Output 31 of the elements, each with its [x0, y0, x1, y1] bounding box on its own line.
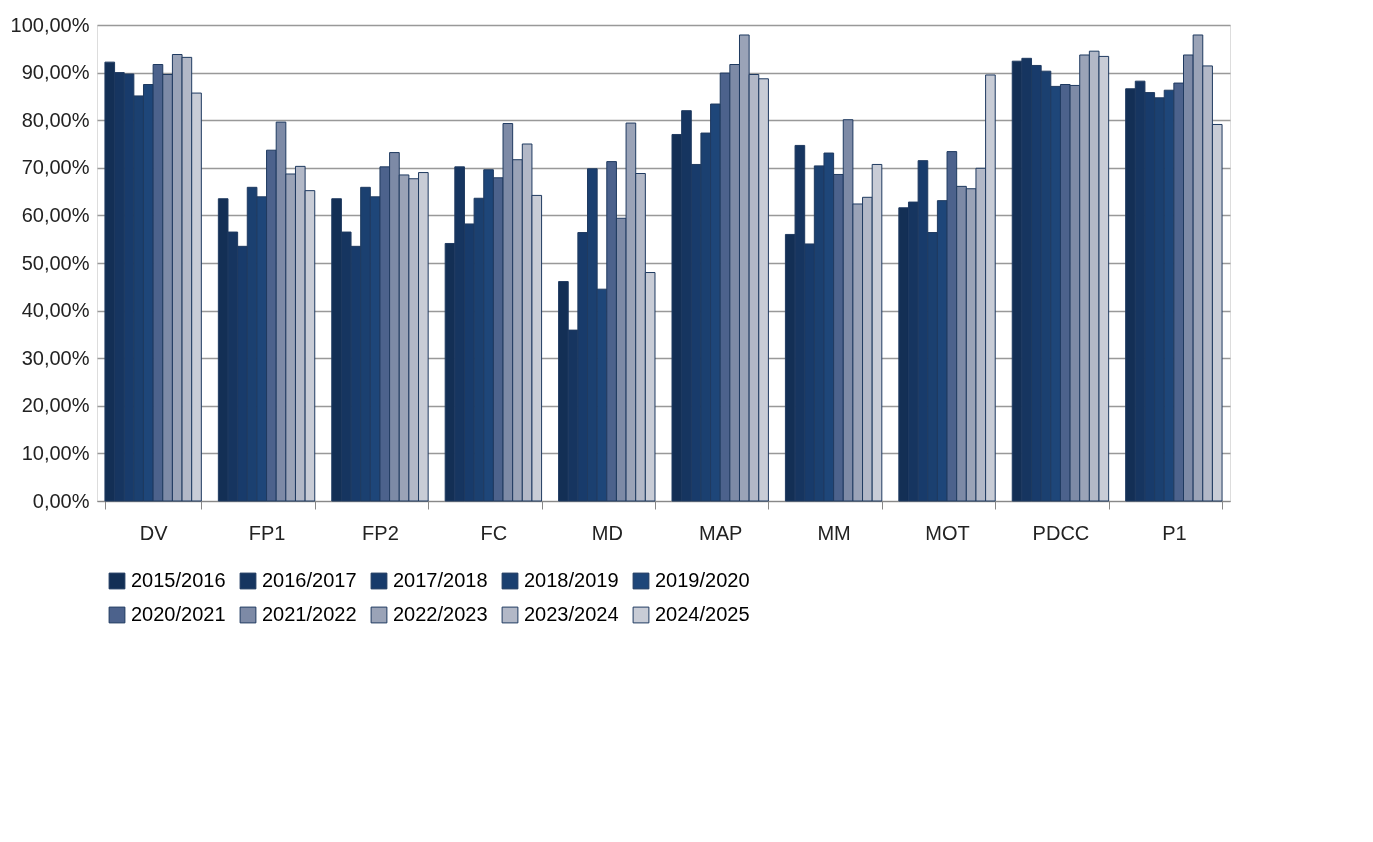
x-tick-label: MAP — [699, 521, 743, 544]
legend-label: 2022/2023 — [393, 603, 488, 625]
x-tick-label: MD — [591, 521, 623, 544]
y-tick-label: 80,00% — [21, 108, 90, 131]
y-tick-label: 20,00% — [21, 394, 90, 417]
y-tick-label: 30,00% — [21, 346, 90, 369]
y-tick-label: 90,00% — [21, 61, 90, 84]
x-tick-label: FP2 — [362, 521, 399, 544]
y-tick-label: 60,00% — [21, 203, 90, 226]
legend-label: 2015/2016 — [131, 569, 226, 591]
legend-label: 2023/2024 — [524, 603, 619, 625]
y-tick-label: 70,00% — [21, 156, 90, 179]
y-tick-label: 40,00% — [21, 299, 90, 322]
legend-label: 2020/2021 — [131, 603, 226, 625]
legend-label: 2021/2022 — [262, 603, 357, 625]
y-tick-label: 50,00% — [21, 251, 90, 274]
x-tick-label: DV — [139, 521, 169, 544]
x-tick-label: PDCC — [1032, 521, 1090, 544]
legend-label: 2024/2025 — [655, 603, 750, 625]
x-tick-label: MOT — [925, 521, 970, 544]
y-tick-label: 0,00% — [32, 489, 90, 512]
legend-label: 2017/2018 — [393, 569, 488, 591]
legend-label: 2016/2017 — [262, 569, 357, 591]
x-tick-label: P1 — [1162, 521, 1187, 544]
x-tick-label: FP1 — [248, 521, 286, 544]
legend-label: 2018/2019 — [524, 569, 619, 591]
legend-label: 2019/2020 — [655, 569, 750, 591]
x-tick-label: MM — [817, 521, 851, 544]
y-tick-label: 100,00% — [10, 13, 90, 36]
y-tick-label: 10,00% — [21, 441, 90, 464]
x-tick-label: FC — [480, 521, 508, 544]
